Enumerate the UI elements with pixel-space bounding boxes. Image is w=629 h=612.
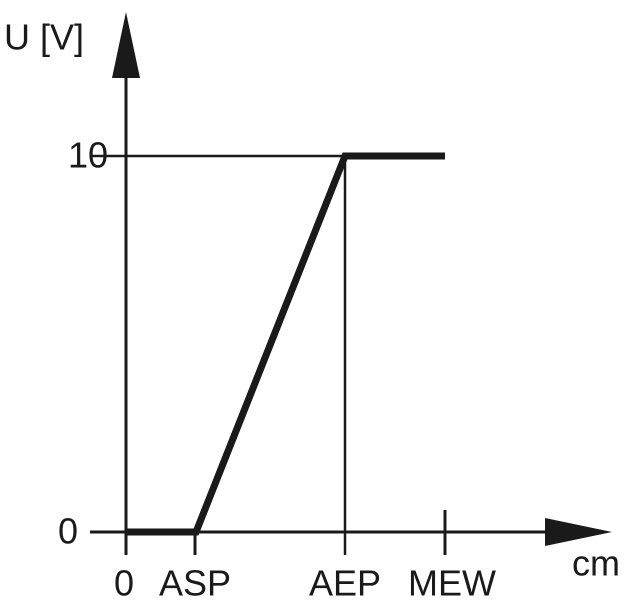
output-curve [126,152,445,536]
y-tick-label: 10 [68,135,108,176]
x-axis-unit: cm [572,543,620,584]
x-tick-label: 0 [114,563,134,604]
x-arrow [545,518,612,546]
axes [90,70,550,555]
x-tick-label: AEP [309,563,381,604]
y-axis-label: U [V] [4,17,84,58]
x-tick-label: ASP [159,563,231,604]
y-tick-label: 0 [58,511,78,552]
x-tick-label: MEW [408,563,496,604]
y-arrow [112,12,140,78]
